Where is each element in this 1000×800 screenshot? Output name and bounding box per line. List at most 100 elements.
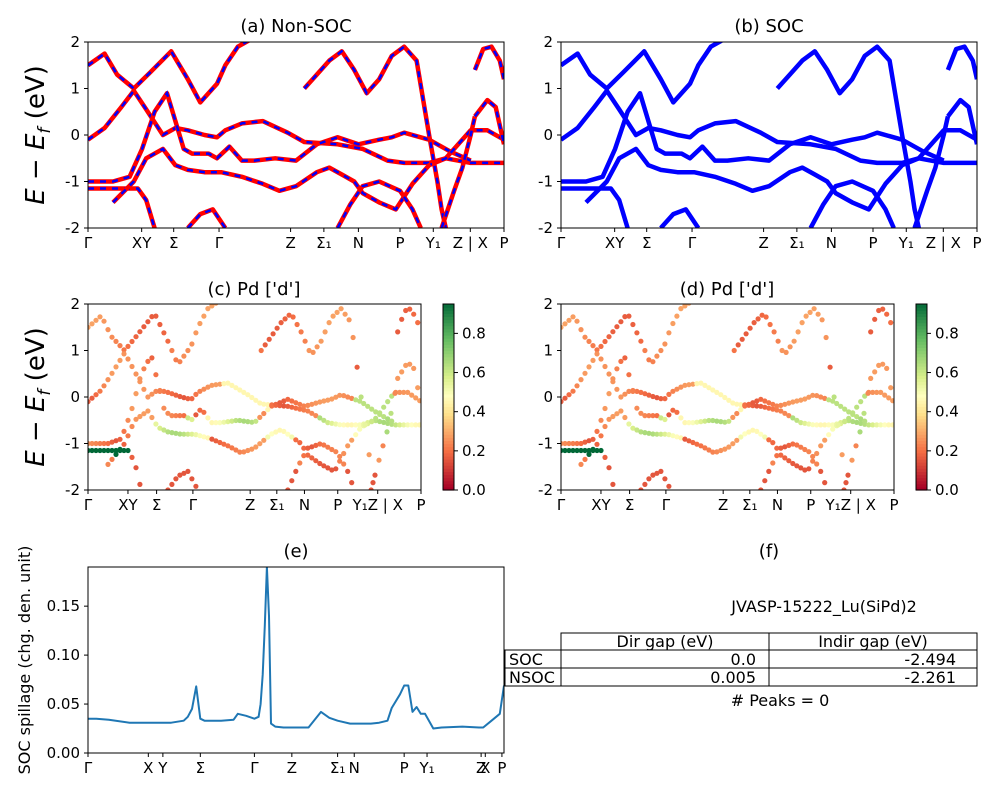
projection-point bbox=[770, 460, 776, 466]
projection-point bbox=[266, 336, 272, 342]
xtick-label: N bbox=[826, 234, 837, 252]
ytick-label: -2 bbox=[538, 219, 553, 237]
projection-point bbox=[177, 359, 183, 365]
colorbar-segment bbox=[916, 378, 927, 383]
projection-point bbox=[738, 402, 744, 408]
projection-point bbox=[646, 430, 652, 436]
projection-point bbox=[884, 311, 890, 317]
projection-point bbox=[298, 329, 304, 335]
ylabel-row1: E − Ef (eV) bbox=[21, 65, 55, 205]
projection-point bbox=[586, 447, 592, 454]
xtick-label: Σ₁ bbox=[316, 234, 332, 252]
projection-point bbox=[201, 434, 207, 440]
projection-point bbox=[838, 403, 844, 409]
projection-point bbox=[113, 438, 119, 444]
projection-point bbox=[125, 447, 131, 454]
projection-point bbox=[868, 329, 874, 335]
projection-point bbox=[285, 487, 291, 490]
projection-point bbox=[843, 480, 849, 486]
projection-point bbox=[710, 417, 716, 424]
colorbar-label: 0.8 bbox=[462, 324, 486, 342]
projection-point bbox=[381, 414, 387, 420]
projection-point bbox=[826, 432, 832, 438]
projection-point bbox=[293, 468, 299, 474]
xtick-label: Σ bbox=[169, 234, 178, 252]
projection-point bbox=[730, 414, 736, 420]
projection-point bbox=[766, 400, 772, 406]
panel-f-title: (f) bbox=[759, 541, 779, 562]
colorbar-segment bbox=[443, 313, 454, 317]
projection-point bbox=[767, 321, 773, 328]
projection-point bbox=[586, 451, 592, 457]
projection-point bbox=[574, 318, 580, 324]
projection-point bbox=[403, 362, 409, 368]
xtick-label: XY bbox=[605, 234, 625, 252]
colorbar-segment bbox=[443, 325, 454, 330]
projection-point bbox=[305, 402, 311, 408]
projection-point bbox=[101, 383, 107, 389]
projection-point bbox=[385, 399, 391, 405]
colorbar-segment bbox=[916, 480, 927, 485]
projection-point bbox=[614, 324, 620, 330]
projection-point bbox=[654, 413, 660, 419]
projection-point bbox=[285, 431, 291, 437]
projection-point bbox=[285, 396, 291, 402]
panel-a-band-lines bbox=[88, 42, 504, 228]
projection-point bbox=[221, 419, 227, 425]
projection-point bbox=[289, 478, 295, 484]
projection-point bbox=[602, 363, 608, 370]
colorbar-segment bbox=[916, 344, 927, 348]
colorbar-segment bbox=[916, 328, 927, 333]
panel-d-projection-points bbox=[561, 304, 894, 490]
projection-point bbox=[89, 440, 95, 447]
xtick-label: P bbox=[400, 759, 409, 777]
colorbar-segment bbox=[916, 319, 927, 324]
projection-point bbox=[814, 450, 820, 457]
projection-point bbox=[610, 329, 616, 335]
projection-point bbox=[257, 441, 263, 447]
projection-point bbox=[758, 487, 764, 490]
projection-point bbox=[638, 429, 644, 435]
projection-point bbox=[262, 342, 268, 348]
xtick-label: P bbox=[972, 234, 981, 252]
projection-point bbox=[582, 456, 588, 462]
projection-point bbox=[762, 478, 768, 484]
projection-point bbox=[278, 320, 284, 326]
colorbar-segment bbox=[916, 459, 927, 463]
projection-point bbox=[97, 388, 103, 394]
colorbar-label: 0.4 bbox=[935, 403, 959, 421]
table-row-nsoc-indir: -2.261 bbox=[904, 668, 956, 687]
projection-point bbox=[678, 435, 684, 441]
projection-point bbox=[830, 398, 836, 404]
projection-point bbox=[317, 415, 323, 421]
projection-point bbox=[384, 429, 390, 435]
projection-point bbox=[654, 395, 660, 401]
projection-point bbox=[301, 403, 307, 409]
panel-e-frame bbox=[87, 566, 505, 754]
projection-point bbox=[762, 398, 768, 404]
projection-point bbox=[241, 449, 247, 455]
projection-point bbox=[181, 431, 187, 437]
projection-point bbox=[578, 377, 584, 383]
projection-point bbox=[125, 356, 131, 362]
projection-point bbox=[642, 347, 648, 354]
projection-point bbox=[570, 314, 576, 320]
projection-point bbox=[802, 396, 808, 402]
projection-point bbox=[730, 441, 736, 447]
colorbar-segment bbox=[443, 322, 454, 327]
projection-point bbox=[89, 321, 95, 327]
projection-point bbox=[322, 329, 328, 335]
projection-point bbox=[754, 428, 760, 434]
projection-point bbox=[321, 398, 327, 404]
projection-point bbox=[395, 329, 401, 335]
projection-point bbox=[237, 417, 243, 424]
colorbar-segment bbox=[443, 356, 454, 361]
projection-point bbox=[868, 375, 874, 381]
band-line-dashed bbox=[88, 90, 472, 183]
projection-point bbox=[185, 415, 191, 421]
xtick-label: P bbox=[395, 234, 404, 252]
projection-point bbox=[674, 386, 680, 392]
projection-point bbox=[113, 447, 119, 454]
band-line bbox=[659, 207, 701, 228]
projection-point bbox=[822, 480, 828, 486]
